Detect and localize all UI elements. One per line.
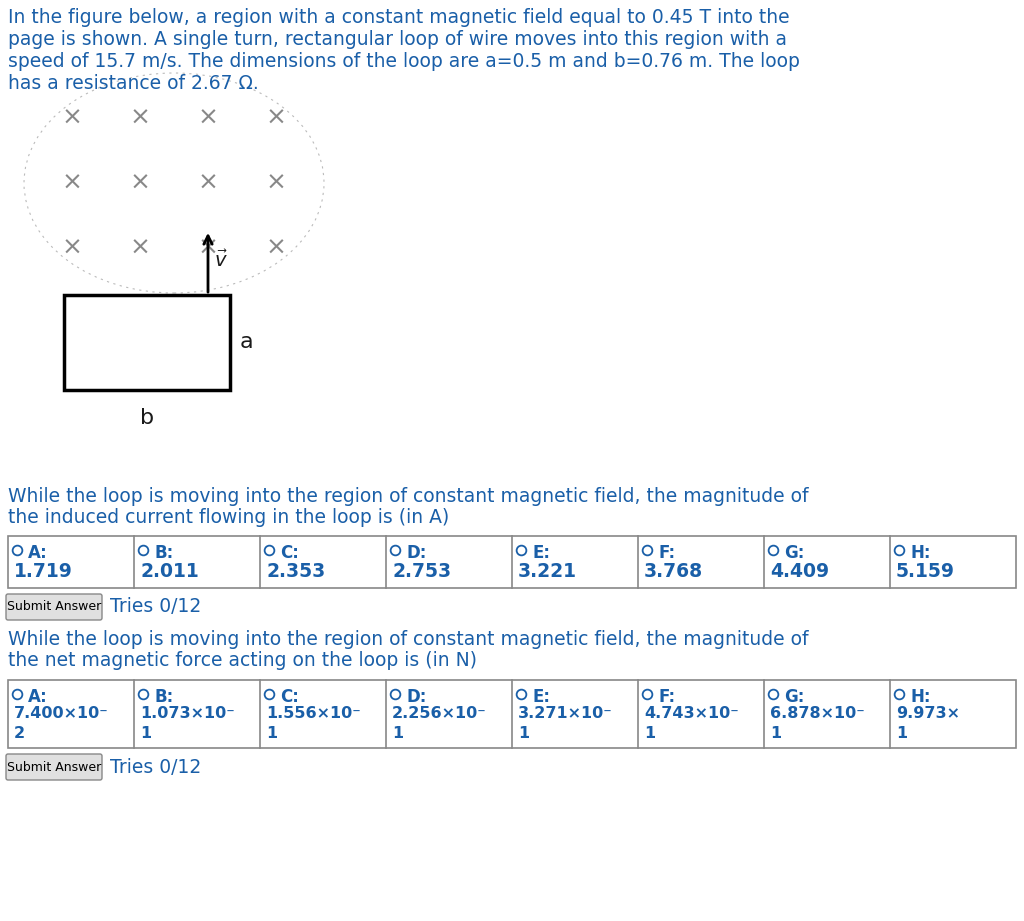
Text: C:: C: xyxy=(280,544,299,562)
Text: 1.719: 1.719 xyxy=(14,562,73,581)
Text: While the loop is moving into the region of constant magnetic field, the magnitu: While the loop is moving into the region… xyxy=(8,487,809,506)
Text: 3.271×10⁻: 3.271×10⁻ xyxy=(518,706,612,721)
Bar xyxy=(8,536,1016,588)
Text: G:: G: xyxy=(784,544,805,562)
Text: 4.409: 4.409 xyxy=(770,562,829,581)
Text: speed of 15.7 m/s. The dimensions of the loop are a=0.5 m and b=0.76 m. The loop: speed of 15.7 m/s. The dimensions of the… xyxy=(8,52,800,71)
Text: ×: × xyxy=(198,171,218,195)
Text: F:: F: xyxy=(658,688,675,706)
Text: E:: E: xyxy=(532,688,550,706)
Bar xyxy=(63,295,229,390)
Text: B:: B: xyxy=(154,688,173,706)
Text: In the figure below, a region with a constant magnetic field equal to 0.45 T int: In the figure below, a region with a con… xyxy=(8,8,790,27)
Text: ×: × xyxy=(198,236,218,260)
Text: a: a xyxy=(240,332,253,353)
Text: A:: A: xyxy=(28,544,48,562)
Text: ×: × xyxy=(265,236,287,260)
Text: ×: × xyxy=(129,236,151,260)
Text: Tries 0/12: Tries 0/12 xyxy=(110,598,202,616)
Text: ×: × xyxy=(129,106,151,130)
Text: While the loop is moving into the region of constant magnetic field, the magnitu: While the loop is moving into the region… xyxy=(8,630,809,649)
Text: 1.556×10⁻: 1.556×10⁻ xyxy=(266,706,360,721)
Text: 1: 1 xyxy=(518,726,529,741)
Text: 6.878×10⁻: 6.878×10⁻ xyxy=(770,706,864,721)
Text: ×: × xyxy=(265,171,287,195)
Text: the induced current flowing in the loop is (in A): the induced current flowing in the loop … xyxy=(8,508,450,527)
Text: ×: × xyxy=(265,106,287,130)
Text: H:: H: xyxy=(910,688,931,706)
Text: ×: × xyxy=(198,106,218,130)
Text: Submit Answer: Submit Answer xyxy=(7,600,101,613)
Text: 2.753: 2.753 xyxy=(392,562,452,581)
Text: 1: 1 xyxy=(896,726,907,741)
Text: the net magnetic force acting on the loop is (in N): the net magnetic force acting on the loo… xyxy=(8,651,477,670)
Text: Submit Answer: Submit Answer xyxy=(7,761,101,774)
Text: 1.073×10⁻: 1.073×10⁻ xyxy=(140,706,234,721)
FancyBboxPatch shape xyxy=(6,594,102,620)
Text: 4.743×10⁻: 4.743×10⁻ xyxy=(644,706,738,721)
Text: H:: H: xyxy=(910,544,931,562)
Text: 1: 1 xyxy=(644,726,655,741)
Text: 2.353: 2.353 xyxy=(266,562,326,581)
Text: 2: 2 xyxy=(14,726,26,741)
Text: ×: × xyxy=(61,171,83,195)
Text: 1: 1 xyxy=(392,726,403,741)
Text: b: b xyxy=(139,408,154,428)
Text: D:: D: xyxy=(406,688,426,706)
FancyBboxPatch shape xyxy=(6,754,102,780)
Text: E:: E: xyxy=(532,544,550,562)
Text: 1: 1 xyxy=(140,726,152,741)
Text: D:: D: xyxy=(406,544,426,562)
Text: has a resistance of 2.67 Ω.: has a resistance of 2.67 Ω. xyxy=(8,74,259,93)
Text: 1: 1 xyxy=(266,726,278,741)
Text: C:: C: xyxy=(280,688,299,706)
Text: 7.400×10⁻: 7.400×10⁻ xyxy=(14,706,109,721)
Text: ×: × xyxy=(61,236,83,260)
Text: 9.973×: 9.973× xyxy=(896,706,961,721)
Text: A:: A: xyxy=(28,688,48,706)
Text: G:: G: xyxy=(784,688,805,706)
Text: ×: × xyxy=(129,171,151,195)
Text: 3.768: 3.768 xyxy=(644,562,703,581)
Text: B:: B: xyxy=(154,544,173,562)
Text: Tries 0/12: Tries 0/12 xyxy=(110,757,202,776)
Text: F:: F: xyxy=(658,544,675,562)
Text: 5.159: 5.159 xyxy=(896,562,955,581)
Text: page is shown. A single turn, rectangular loop of wire moves into this region wi: page is shown. A single turn, rectangula… xyxy=(8,30,787,49)
Text: 3.221: 3.221 xyxy=(518,562,577,581)
Text: 2.256×10⁻: 2.256×10⁻ xyxy=(392,706,486,721)
Bar xyxy=(8,680,1016,748)
Text: 1: 1 xyxy=(770,726,781,741)
Text: 2.011: 2.011 xyxy=(140,562,199,581)
Text: ×: × xyxy=(61,106,83,130)
Text: $\vec{v}$: $\vec{v}$ xyxy=(214,250,227,271)
